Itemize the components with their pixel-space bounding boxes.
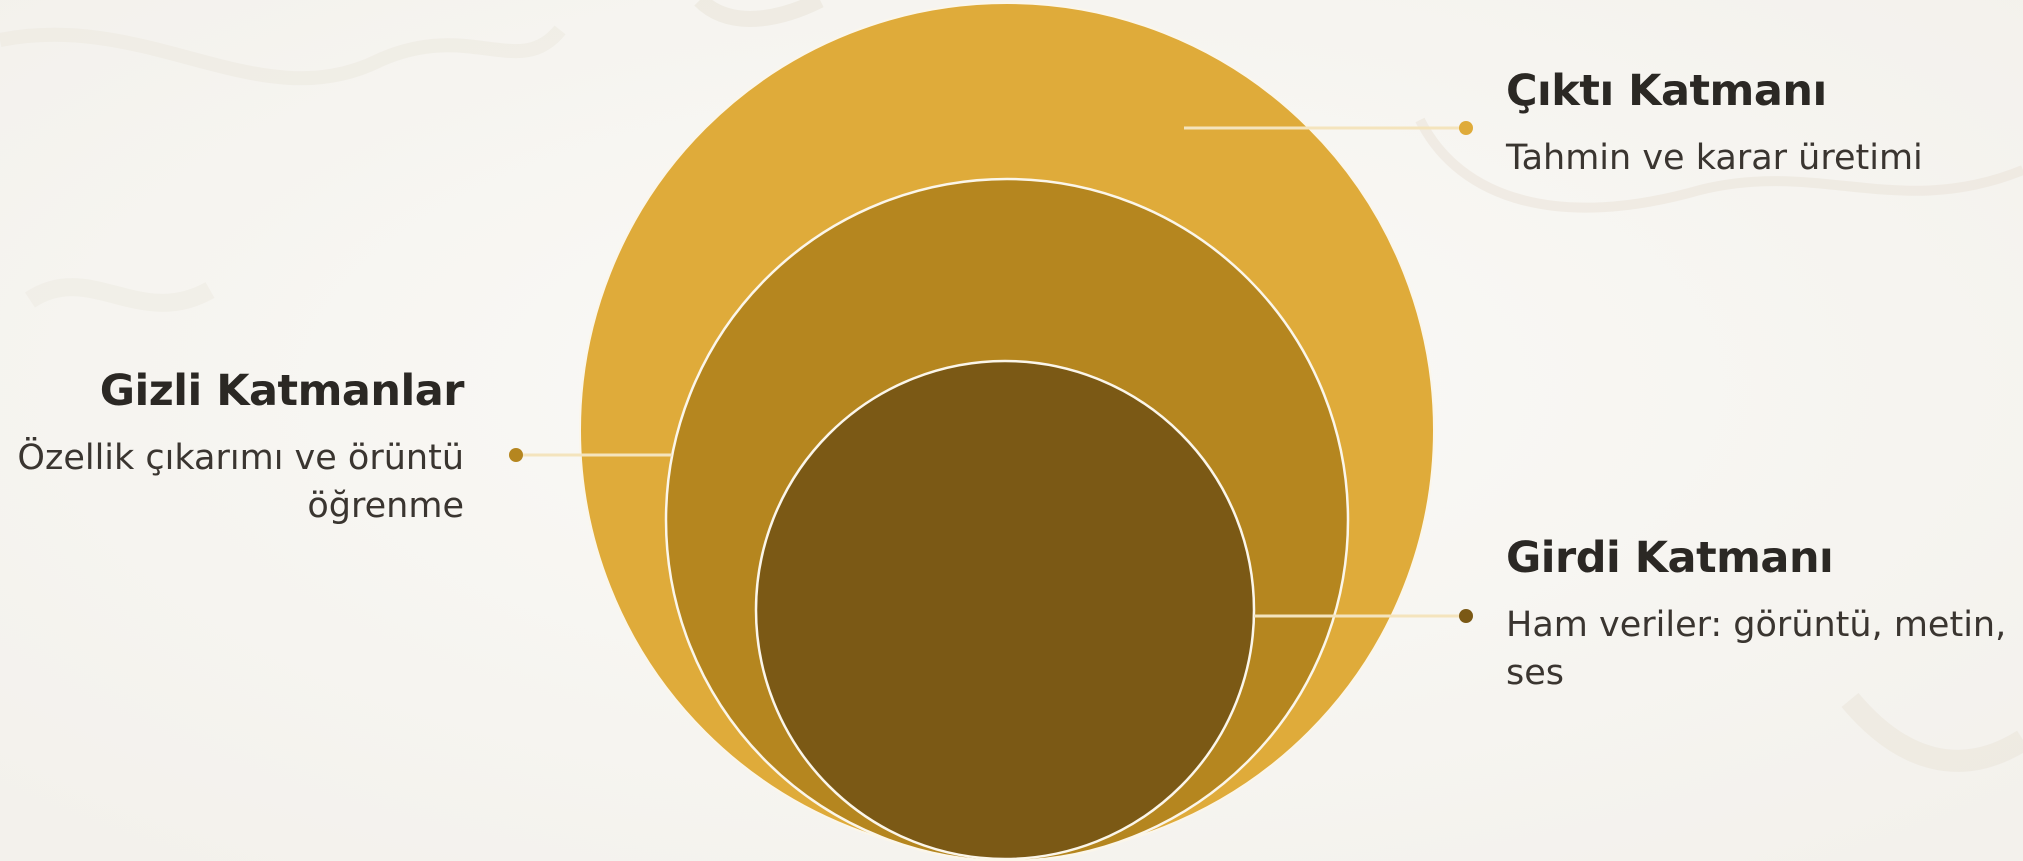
input-layer-description: Ham veriler: görüntü, metin, ses (1506, 605, 2007, 693)
input-layer-title: Girdi Katmanı (1506, 533, 1834, 583)
hidden-layer-label: Gizli Katmanlar Özellik çıkarımı ve örün… (0, 366, 464, 530)
hidden-layer-title: Gizli Katmanlar (99, 366, 465, 416)
output-connector-dot (1459, 121, 1473, 135)
input-layer-label: Girdi Katmanı Ham veriler: görüntü, meti… (1506, 533, 2011, 697)
hidden-connector-dot (509, 448, 523, 462)
output-layer-title: Çıktı Katmanı (1506, 66, 1827, 116)
hidden-layer-description: Özellik çıkarımı ve örüntü öğrenme (17, 438, 464, 526)
input-connector-dot (1459, 609, 1473, 623)
input-layer-circle (754, 359, 1256, 861)
output-layer-label: Çıktı Katmanı Tahmin ve karar üretimi (1506, 66, 2011, 182)
output-layer-description: Tahmin ve karar üretimi (1506, 138, 1923, 178)
